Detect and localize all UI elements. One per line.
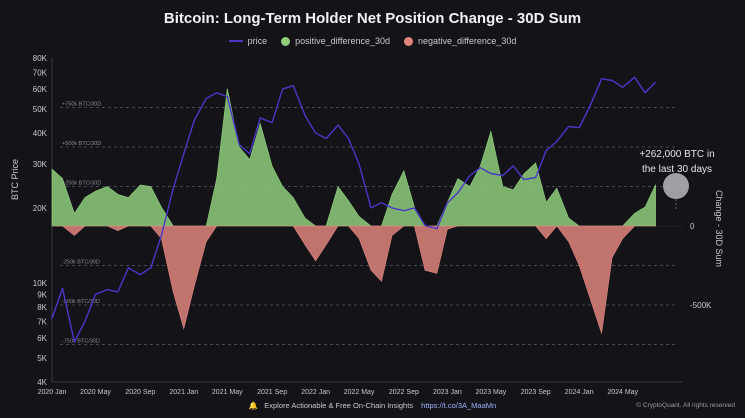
y-left-tick-label: 60K bbox=[33, 85, 48, 94]
reference-line-label: +500k BTC/30D bbox=[62, 141, 101, 147]
x-tick-label: 2021 May bbox=[212, 389, 243, 396]
y-right-tick-label: -500K bbox=[690, 301, 712, 310]
y-left-tick-label: 70K bbox=[33, 68, 48, 77]
y-axis-right-label: Change - 30D Sum bbox=[714, 190, 724, 268]
y-left-tick-label: 50K bbox=[33, 105, 48, 114]
footer-banner: 🔔 Explore Actionable & Free On-Chain Ins… bbox=[0, 401, 745, 410]
y-left-tick-label: 80K bbox=[33, 54, 48, 63]
legend-item-negative[interactable]: negative_difference_30d bbox=[404, 36, 516, 46]
x-tick-label: 2023 Jan bbox=[433, 389, 462, 396]
reference-line-label: -750k BTC/30D bbox=[62, 339, 100, 345]
footer-text: Explore Actionable & Free On-Chain Insig… bbox=[264, 401, 414, 410]
annotation-marker bbox=[663, 173, 689, 199]
legend-item-price[interactable]: price bbox=[228, 36, 268, 46]
x-tick-label: 2020 May bbox=[80, 389, 111, 396]
reference-line-label: -500k BTC/30D bbox=[62, 299, 100, 305]
y-left-tick-label: 9K bbox=[37, 290, 47, 299]
x-tick-label: 2023 May bbox=[476, 389, 507, 396]
x-tick-label: 2022 Jan bbox=[301, 389, 330, 396]
x-tick-label: 2020 Jan bbox=[38, 389, 67, 396]
annotation-callout: +262,000 BTC in the last 30 days bbox=[632, 147, 722, 177]
series-negative-area bbox=[52, 225, 656, 334]
x-tick-label: 2022 Sep bbox=[389, 389, 419, 396]
y-left-tick-label: 20K bbox=[33, 204, 48, 213]
y-left-tick-label: 30K bbox=[33, 160, 48, 169]
legend-label-price: price bbox=[247, 36, 268, 46]
x-tick-label: 2021 Jan bbox=[169, 389, 198, 396]
legend-label-positive: positive_difference_30d bbox=[295, 36, 390, 46]
annotation-line-1: +262,000 BTC in bbox=[639, 149, 715, 160]
x-tick-label: 2020 Sep bbox=[125, 389, 155, 396]
x-tick-label: 2024 May bbox=[607, 389, 638, 396]
legend-swatch-negative bbox=[404, 36, 413, 46]
reference-line-label: +250k BTC/30D bbox=[62, 181, 101, 187]
reference-line-label: +750k BTC/30D bbox=[62, 102, 101, 108]
y-left-tick-label: 10K bbox=[33, 279, 48, 288]
annotation-line-2: the last 30 days bbox=[641, 164, 713, 175]
legend-label-negative: negative_difference_30d bbox=[418, 36, 517, 46]
y-left-tick-label: 4K bbox=[37, 378, 47, 387]
y-right-tick-label: 0 bbox=[690, 222, 695, 231]
x-tick-label: 2024 Jan bbox=[565, 389, 594, 396]
x-tick-label: 2022 May bbox=[344, 389, 375, 396]
chart-legend: price positive_difference_30d negative_d… bbox=[0, 36, 745, 46]
y-axis-left-label: BTC Price bbox=[10, 158, 20, 200]
y-left-tick-label: 5K bbox=[37, 354, 47, 363]
legend-swatch-positive bbox=[281, 36, 291, 46]
y-left-tick-label: 40K bbox=[33, 129, 48, 138]
x-tick-label: 2021 Sep bbox=[257, 389, 287, 396]
y-left-tick-label: 7K bbox=[37, 317, 47, 326]
copyright-credit: © CryptoQuant. All rights reserved bbox=[636, 402, 735, 409]
footer-link[interactable]: https://t.co/3A_MaaMn bbox=[421, 401, 497, 410]
y-left-tick-label: 6K bbox=[37, 334, 47, 343]
legend-item-positive[interactable]: positive_difference_30d bbox=[281, 36, 390, 46]
reference-line-label: -250k BTC/30D bbox=[62, 260, 100, 266]
legend-swatch-price bbox=[228, 40, 243, 42]
chart-title: Bitcoin: Long-Term Holder Net Position C… bbox=[163, 10, 582, 27]
y-left-tick-label: 8K bbox=[37, 303, 47, 312]
bell-icon: 🔔 bbox=[248, 401, 259, 410]
series-positive-area bbox=[51, 88, 656, 227]
x-tick-label: 2023 Sep bbox=[521, 389, 551, 396]
series-price-line bbox=[51, 76, 657, 343]
